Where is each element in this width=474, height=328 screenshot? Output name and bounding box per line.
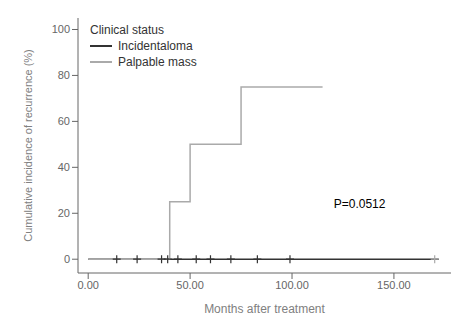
- svg-text:40: 40: [58, 161, 70, 173]
- svg-text:60: 60: [58, 115, 70, 127]
- svg-text:100: 100: [52, 23, 70, 35]
- svg-text:20: 20: [58, 207, 70, 219]
- svg-text:0: 0: [64, 253, 70, 265]
- html-text:Palpable mass: Palpable mass: [118, 55, 197, 69]
- svg-text:P=0.0512: P=0.0512: [334, 197, 386, 211]
- svg-text:50.00: 50.00: [176, 279, 204, 291]
- html-text:Incidentaloma: Incidentaloma: [118, 39, 193, 53]
- svg-text:Months after treatment: Months after treatment: [204, 302, 325, 316]
- svg-text:0.00: 0.00: [77, 279, 98, 291]
- svg-text:Cumulative incidence of recurr: Cumulative incidence of recurrence (%): [22, 49, 34, 242]
- svg-text:80: 80: [58, 69, 70, 81]
- svg-text:100.00: 100.00: [275, 279, 309, 291]
- svg-text:150.00: 150.00: [377, 279, 411, 291]
- html-text:Clinical status: Clinical status: [90, 23, 164, 37]
